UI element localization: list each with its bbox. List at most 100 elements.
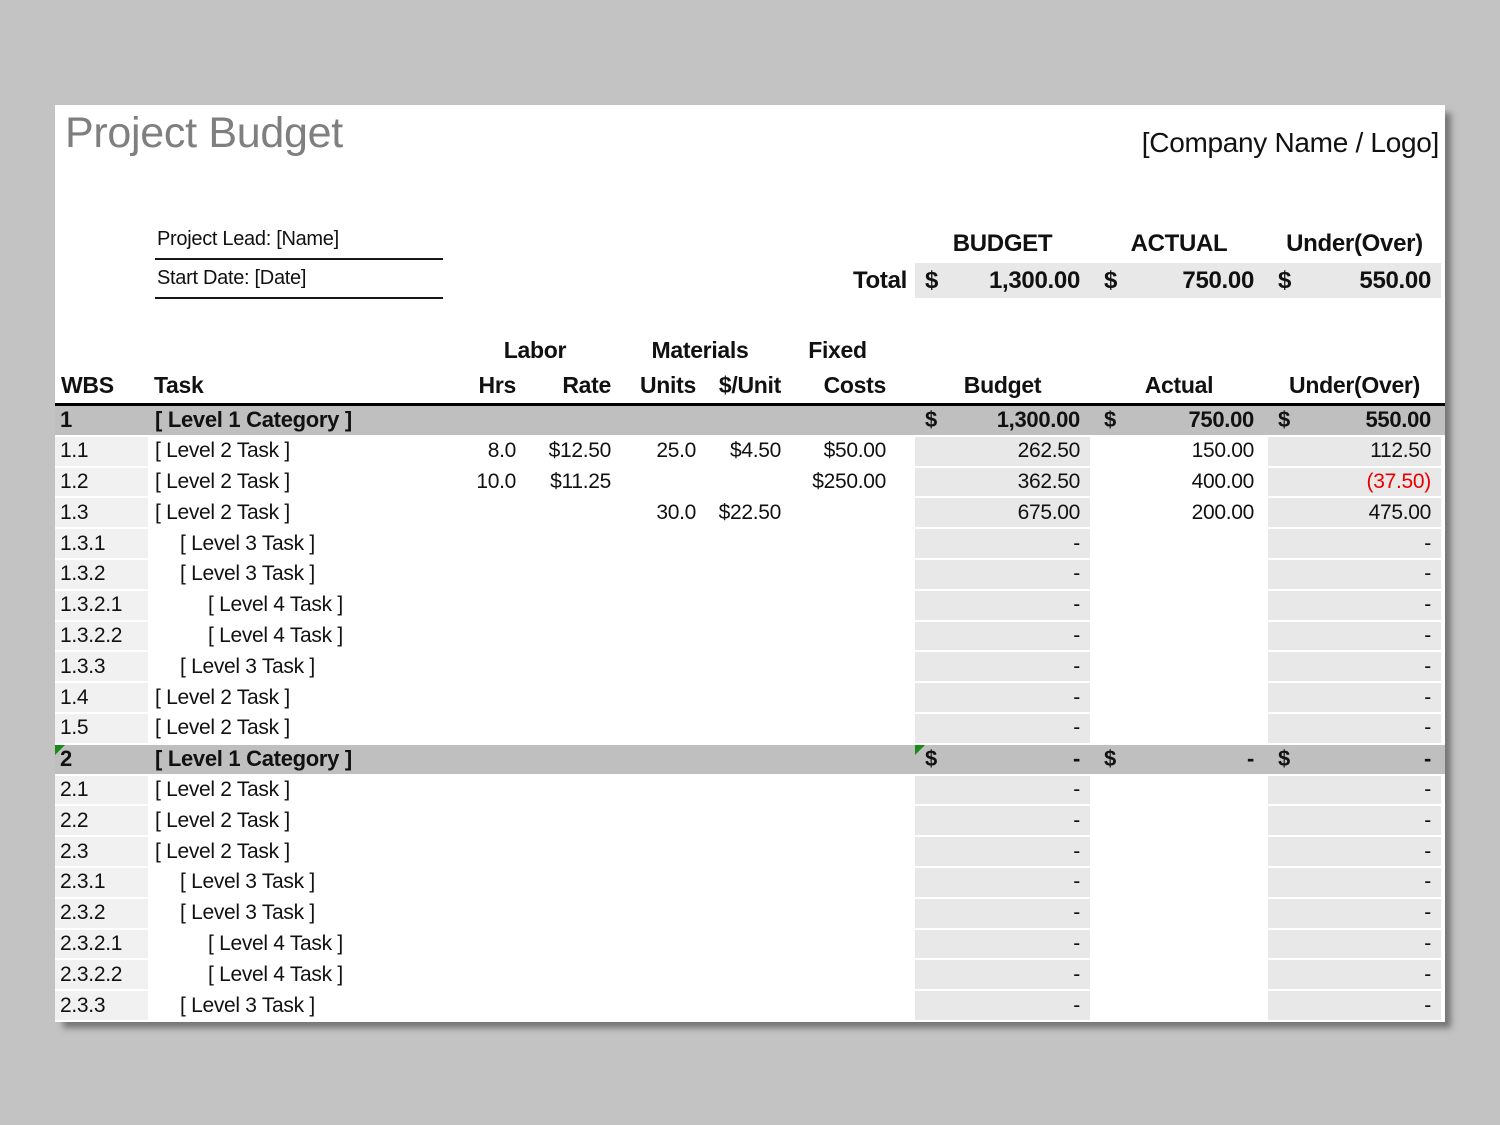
cell-budget[interactable]: 675.00 — [915, 498, 1090, 528]
cell-wbs[interactable]: 2 — [55, 744, 148, 774]
cell-rate[interactable] — [520, 591, 615, 620]
total-underover-cell[interactable]: $550.00 — [1268, 263, 1441, 298]
cell-rate[interactable] — [520, 745, 615, 774]
cell-unit-cost[interactable] — [700, 683, 785, 712]
cell-budget[interactable]: 262.50 — [915, 436, 1090, 466]
cell-task[interactable]: [ Level 2 Task ] — [155, 839, 290, 863]
cell-hrs[interactable] — [455, 683, 520, 712]
cell-fixed-costs[interactable] — [785, 714, 890, 743]
cell-wbs[interactable]: 1.3.1 — [55, 529, 148, 558]
cell-wbs[interactable]: 2.3.2.2 — [55, 960, 148, 990]
cell-fixed-costs[interactable] — [785, 960, 890, 989]
cell-budget[interactable]: - — [915, 929, 1090, 959]
cell-unit-cost[interactable] — [700, 930, 785, 959]
cell-task[interactable]: [ Level 1 Category ] — [155, 407, 352, 433]
cell-budget[interactable]: - — [915, 898, 1090, 928]
cell-units[interactable] — [615, 991, 700, 1020]
cell-units[interactable]: 25.0 — [656, 439, 696, 463]
cell-rate[interactable] — [520, 529, 615, 558]
cell-actual[interactable] — [1094, 930, 1264, 959]
cell-hrs[interactable] — [455, 899, 520, 928]
cell-unit-cost[interactable] — [700, 745, 785, 774]
cell-rate[interactable] — [520, 652, 615, 681]
cell-rate[interactable] — [520, 930, 615, 959]
cell-fixed-costs[interactable] — [785, 868, 890, 897]
cell-units[interactable] — [615, 776, 700, 805]
cell-actual[interactable] — [1094, 776, 1264, 805]
cell-unit-cost[interactable]: $22.50 — [718, 500, 782, 524]
cell-fixed-costs[interactable] — [785, 529, 890, 558]
cell-units[interactable] — [615, 652, 700, 681]
cell-hrs[interactable] — [455, 591, 520, 620]
cell-unit-cost[interactable] — [700, 776, 785, 805]
cell-task[interactable]: [ Level 3 Task ] — [180, 870, 315, 894]
cell-units[interactable] — [615, 714, 700, 743]
cell-budget[interactable]: - — [915, 683, 1090, 712]
cell-rate[interactable] — [520, 899, 615, 928]
cell-hrs[interactable] — [455, 960, 520, 989]
cell-under-over[interactable]: - — [1268, 775, 1441, 805]
cell-unit-cost[interactable] — [700, 529, 785, 558]
cell-actual[interactable] — [1094, 837, 1264, 866]
cell-wbs[interactable]: 1.4 — [55, 683, 148, 712]
cell-budget[interactable]: - — [915, 529, 1090, 558]
cell-actual[interactable] — [1094, 591, 1264, 620]
cell-wbs[interactable]: 1.3.2.1 — [55, 590, 148, 620]
cell-hrs[interactable] — [455, 714, 520, 743]
cell-fixed-costs[interactable] — [785, 745, 890, 774]
cell-rate[interactable] — [520, 837, 615, 866]
cell-actual[interactable]: 150.00 — [1191, 439, 1255, 463]
cell-wbs[interactable]: 2.3.2 — [55, 898, 148, 928]
cell-unit-cost[interactable]: $4.50 — [729, 439, 781, 463]
cell-fixed-costs[interactable] — [785, 991, 890, 1020]
cell-fixed-costs[interactable] — [785, 899, 890, 928]
cell-rate[interactable] — [520, 960, 615, 989]
cell-units[interactable] — [615, 868, 700, 897]
cell-task[interactable]: [ Level 4 Task ] — [208, 962, 343, 986]
cell-under-over[interactable]: - — [1268, 929, 1441, 959]
cell-hrs[interactable] — [455, 622, 520, 651]
cell-task[interactable]: [ Level 2 Task ] — [155, 716, 290, 740]
cell-under-over[interactable]: - — [1268, 867, 1441, 897]
cell-under-over[interactable]: $550.00 — [1278, 407, 1431, 433]
cell-units[interactable] — [615, 837, 700, 866]
cell-hrs[interactable] — [455, 652, 520, 681]
cell-actual[interactable] — [1094, 714, 1264, 743]
cell-hrs[interactable] — [455, 776, 520, 805]
cell-task[interactable]: [ Level 3 Task ] — [180, 993, 315, 1017]
cell-wbs[interactable]: 1.5 — [55, 713, 148, 743]
cell-actual[interactable] — [1094, 560, 1264, 589]
cell-hrs[interactable] — [455, 560, 520, 589]
cell-fixed-costs[interactable] — [785, 622, 890, 651]
cell-under-over[interactable]: - — [1268, 960, 1441, 990]
cell-under-over[interactable]: $ - — [1278, 746, 1431, 772]
cell-budget[interactable]: $1,300.00 — [925, 407, 1080, 433]
cell-hrs[interactable]: 10.0 — [476, 469, 516, 493]
cell-under-over[interactable]: - — [1268, 806, 1441, 836]
cell-unit-cost[interactable] — [700, 991, 785, 1020]
cell-units[interactable] — [615, 591, 700, 620]
cell-unit-cost[interactable] — [700, 960, 785, 989]
cell-under-over[interactable]: 475.00 — [1268, 498, 1441, 528]
cell-fixed-costs[interactable] — [785, 498, 890, 527]
company-name-placeholder[interactable]: [Company Name / Logo] — [1141, 127, 1440, 158]
cell-actual[interactable]: $750.00 — [1104, 407, 1254, 433]
cell-units[interactable] — [615, 930, 700, 959]
cell-unit-cost[interactable] — [700, 591, 785, 620]
cell-hrs[interactable] — [455, 529, 520, 558]
cell-under-over[interactable]: - — [1268, 652, 1441, 682]
cell-actual[interactable] — [1094, 960, 1264, 989]
cell-fixed-costs[interactable] — [785, 683, 890, 712]
cell-fixed-costs[interactable] — [785, 776, 890, 805]
cell-under-over[interactable]: - — [1268, 898, 1441, 928]
cell-actual[interactable] — [1094, 868, 1264, 897]
cell-units[interactable] — [615, 622, 700, 651]
cell-units[interactable]: 30.0 — [656, 500, 696, 524]
cell-unit-cost[interactable] — [700, 622, 785, 651]
cell-units[interactable] — [615, 468, 700, 497]
cell-actual[interactable] — [1094, 683, 1264, 712]
cell-task[interactable]: [ Level 1 Category ] — [155, 746, 352, 772]
cell-fixed-costs[interactable] — [785, 406, 890, 435]
cell-actual[interactable]: 400.00 — [1191, 469, 1255, 493]
cell-unit-cost[interactable] — [700, 714, 785, 743]
